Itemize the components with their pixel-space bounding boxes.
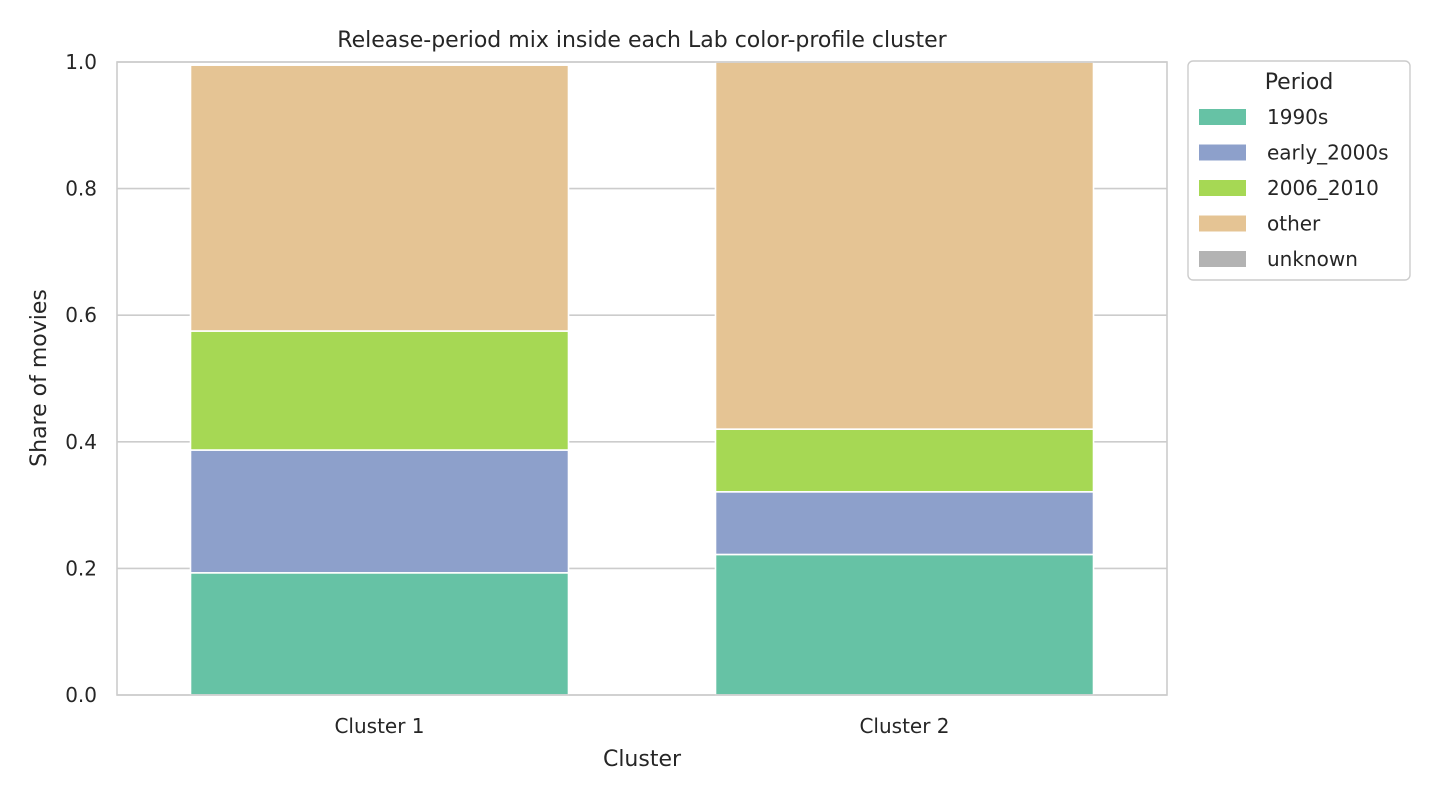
bar-segment xyxy=(189,449,570,574)
y-tick-label: 0.6 xyxy=(65,303,97,327)
chart-title: Release-period mix inside each Lab color… xyxy=(337,28,947,53)
legend-swatch xyxy=(1199,144,1246,161)
bar-segment xyxy=(189,64,570,332)
legend-swatch xyxy=(1199,109,1246,125)
bar-segment xyxy=(189,572,570,696)
legend-label: 1990s xyxy=(1267,105,1328,129)
y-tick-label: 1.0 xyxy=(65,50,97,74)
bar-segment xyxy=(189,330,570,451)
bars xyxy=(189,61,1095,696)
x-tick-labels: Cluster 1 Cluster 2 xyxy=(334,714,949,738)
y-tick-label: 0.4 xyxy=(65,430,97,454)
bar-segment xyxy=(714,61,1095,430)
legend-swatch xyxy=(1199,215,1246,232)
y-tick-labels: 0.0 0.2 0.4 0.6 0.8 1.0 xyxy=(65,50,97,707)
bar-segment xyxy=(714,428,1095,493)
x-tick-label: Cluster 2 xyxy=(859,714,949,738)
legend-label: unknown xyxy=(1267,247,1358,271)
plot-frame xyxy=(116,61,1168,696)
legend-label: other xyxy=(1267,212,1321,236)
legend-swatch xyxy=(1199,180,1246,196)
y-tick-label: 0.0 xyxy=(65,683,97,707)
x-tick-label: Cluster 1 xyxy=(334,714,424,738)
x-axis-label: Cluster xyxy=(603,747,682,772)
y-tick-label: 0.8 xyxy=(65,177,97,201)
legend-title: Period xyxy=(1265,70,1334,95)
y-tick-label: 0.2 xyxy=(65,556,97,580)
legend-swatch xyxy=(1199,251,1246,267)
y-axis-label: Share of movies xyxy=(27,289,52,467)
bar-segment xyxy=(714,553,1095,696)
legend-label: 2006_2010 xyxy=(1267,176,1379,200)
bar-segment xyxy=(714,491,1095,556)
legend-label: early_2000s xyxy=(1267,141,1389,165)
